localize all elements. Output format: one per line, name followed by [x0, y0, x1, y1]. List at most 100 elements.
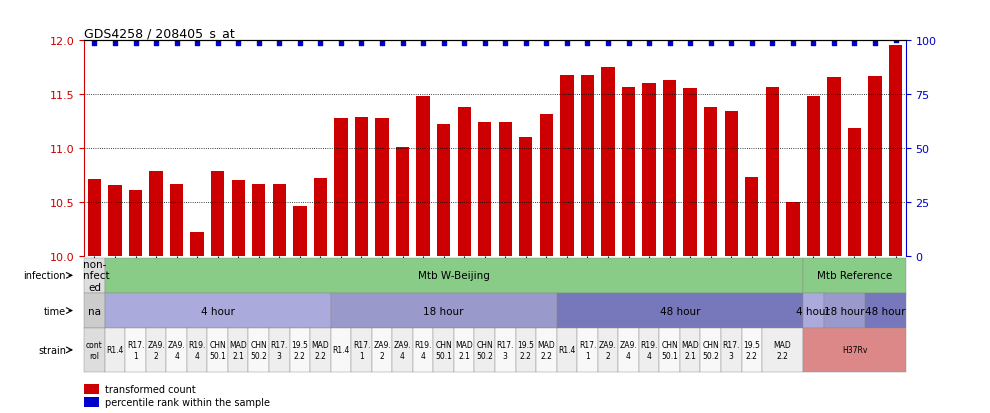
- Text: MAD
2.1: MAD 2.1: [681, 340, 699, 360]
- Text: R17.
1: R17. 1: [352, 340, 370, 360]
- Point: [724, 40, 740, 47]
- Bar: [105, 258, 803, 293]
- Bar: [170, 184, 183, 256]
- Text: ZA9.
4: ZA9. 4: [620, 340, 638, 360]
- Point: [231, 40, 247, 47]
- Text: 18 hour: 18 hour: [424, 306, 464, 316]
- Bar: [84, 397, 99, 407]
- Bar: [457, 108, 471, 256]
- Bar: [556, 328, 577, 372]
- Point: [271, 40, 287, 47]
- Point: [353, 40, 369, 47]
- Bar: [105, 328, 126, 372]
- Bar: [556, 293, 803, 328]
- Bar: [417, 97, 430, 256]
- Bar: [88, 180, 101, 256]
- Text: ZA9.
2: ZA9. 2: [148, 340, 165, 360]
- Point: [107, 40, 123, 47]
- Point: [292, 40, 308, 47]
- Bar: [331, 293, 556, 328]
- Bar: [331, 328, 351, 372]
- Bar: [618, 328, 639, 372]
- Bar: [392, 328, 413, 372]
- Point: [888, 38, 904, 45]
- Bar: [643, 84, 655, 256]
- Text: CHN
50.2: CHN 50.2: [702, 340, 719, 360]
- Bar: [149, 171, 162, 256]
- Text: 18 hour: 18 hour: [824, 306, 864, 316]
- Text: CHN
50.1: CHN 50.1: [209, 340, 226, 360]
- Point: [395, 40, 411, 47]
- Point: [642, 40, 657, 47]
- Bar: [803, 258, 906, 293]
- Bar: [683, 88, 697, 256]
- Text: Mtb W-Beijing: Mtb W-Beijing: [418, 271, 490, 281]
- Bar: [146, 328, 166, 372]
- Bar: [762, 328, 803, 372]
- Text: CHN
50.2: CHN 50.2: [250, 340, 267, 360]
- Bar: [889, 45, 902, 256]
- Bar: [314, 179, 327, 256]
- Text: MAD
2.1: MAD 2.1: [230, 340, 248, 360]
- Bar: [310, 328, 331, 372]
- Bar: [84, 384, 99, 394]
- Text: MAD
2.2: MAD 2.2: [538, 340, 555, 360]
- Point: [826, 40, 842, 47]
- Text: non-
infect
ed: non- infect ed: [79, 259, 109, 292]
- Point: [456, 40, 472, 47]
- Bar: [540, 114, 553, 256]
- Bar: [248, 328, 269, 372]
- Text: H37Rv: H37Rv: [842, 346, 867, 354]
- Bar: [474, 328, 495, 372]
- Point: [415, 40, 431, 47]
- Bar: [803, 293, 824, 328]
- Bar: [847, 128, 861, 256]
- Bar: [581, 76, 594, 256]
- Point: [518, 40, 534, 47]
- Bar: [187, 328, 208, 372]
- Text: 19.5
2.2: 19.5 2.2: [518, 340, 535, 360]
- Bar: [680, 328, 701, 372]
- Bar: [519, 138, 533, 256]
- Bar: [868, 77, 882, 256]
- Text: MAD
2.2: MAD 2.2: [774, 340, 791, 360]
- Bar: [290, 328, 310, 372]
- Point: [621, 40, 637, 47]
- Bar: [495, 328, 516, 372]
- Point: [189, 40, 205, 47]
- Text: R17.
1: R17. 1: [579, 340, 596, 360]
- Text: R17.
3: R17. 3: [497, 340, 514, 360]
- Bar: [129, 190, 143, 256]
- Point: [764, 40, 780, 47]
- Text: R17.
3: R17. 3: [270, 340, 288, 360]
- Text: infection: infection: [24, 271, 66, 281]
- Bar: [84, 328, 105, 372]
- Point: [210, 40, 226, 47]
- Bar: [166, 328, 187, 372]
- Text: R1.4: R1.4: [106, 346, 124, 354]
- Text: R1.4: R1.4: [333, 346, 349, 354]
- Text: MAD
2.1: MAD 2.1: [455, 340, 473, 360]
- Point: [743, 40, 759, 47]
- Bar: [516, 328, 537, 372]
- Bar: [454, 328, 474, 372]
- Text: 48 hour: 48 hour: [865, 306, 906, 316]
- Point: [806, 40, 822, 47]
- Bar: [437, 125, 450, 256]
- Bar: [742, 328, 762, 372]
- Bar: [622, 88, 636, 256]
- Point: [600, 40, 616, 47]
- Bar: [745, 178, 758, 256]
- Bar: [396, 147, 409, 256]
- Bar: [824, 293, 865, 328]
- Point: [539, 40, 554, 47]
- Bar: [560, 76, 573, 256]
- Point: [497, 40, 513, 47]
- Point: [703, 40, 719, 47]
- Bar: [211, 171, 225, 256]
- Bar: [865, 293, 906, 328]
- Bar: [293, 206, 307, 256]
- Bar: [372, 328, 392, 372]
- Bar: [190, 233, 204, 256]
- Bar: [108, 185, 122, 256]
